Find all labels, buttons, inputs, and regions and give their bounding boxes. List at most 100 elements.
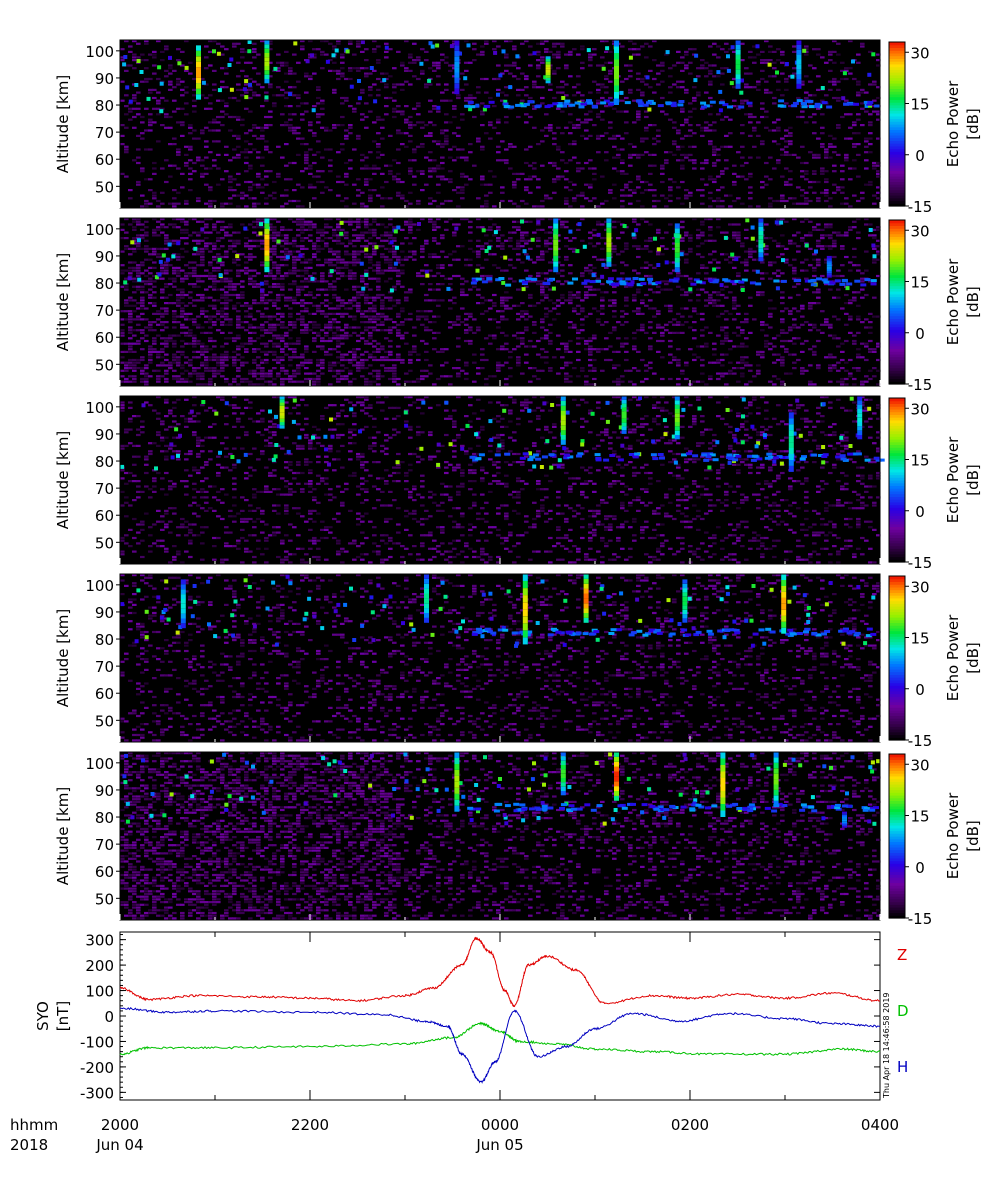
- noise-cell: [540, 285, 545, 288]
- noise-cell: [416, 377, 421, 381]
- noise-cell: [392, 239, 397, 242]
- noise-cell: [652, 199, 657, 203]
- noise-cell: [452, 302, 457, 305]
- noise-cell: [616, 148, 621, 151]
- noise-cell: [496, 64, 501, 67]
- layer-cell: [809, 105, 815, 109]
- noise-cell: [120, 48, 125, 51]
- noise-cell: [784, 77, 789, 81]
- noise-cell: [464, 361, 469, 364]
- noise-cell: [312, 223, 317, 226]
- noise-cell: [196, 159, 201, 162]
- noise-cell: [636, 115, 641, 119]
- noise-cell: [360, 312, 365, 315]
- noise-cell: [496, 151, 501, 154]
- noise-cell: [740, 145, 745, 148]
- noise-cell: [200, 250, 205, 253]
- noise-cell: [196, 299, 201, 302]
- noise-cell: [164, 380, 169, 383]
- noise-cell: [192, 231, 197, 234]
- noise-cell: [412, 124, 417, 127]
- noise-cell: [300, 321, 305, 324]
- noise-cell: [348, 299, 353, 302]
- echo-cell: [128, 99, 133, 104]
- noise-cell: [584, 113, 589, 116]
- noise-cell: [372, 356, 377, 359]
- noise-cell: [368, 223, 373, 226]
- noise-cell: [260, 134, 265, 137]
- noise-cell: [188, 261, 193, 264]
- noise-cell: [828, 69, 833, 72]
- noise-cell: [364, 126, 369, 129]
- noise-cell: [388, 231, 393, 234]
- noise-cell: [316, 307, 321, 310]
- noise-cell: [336, 223, 341, 226]
- echo-cell: [125, 85, 130, 90]
- noise-cell: [152, 56, 157, 59]
- noise-cell: [284, 299, 289, 302]
- noise-cell: [740, 42, 745, 45]
- noise-cell: [284, 91, 289, 94]
- noise-cell: [212, 372, 217, 375]
- noise-cell: [344, 99, 349, 102]
- noise-cell: [380, 172, 385, 175]
- layer-cell: [807, 99, 814, 103]
- noise-cell: [424, 342, 429, 345]
- noise-cell: [180, 247, 185, 250]
- noise-cell: [596, 151, 601, 154]
- noise-cell: [200, 261, 205, 264]
- noise-cell: [676, 132, 681, 135]
- noise-cell: [132, 261, 137, 264]
- noise-cell: [176, 107, 181, 110]
- noise-cell: [588, 186, 593, 189]
- noise-cell: [332, 91, 337, 94]
- noise-cell: [340, 315, 345, 318]
- echo-cell: [508, 85, 513, 90]
- noise-cell: [568, 113, 573, 116]
- noise-cell: [364, 358, 369, 362]
- noise-cell: [872, 83, 877, 86]
- event-cell: [614, 79, 619, 86]
- noise-cell: [304, 293, 309, 297]
- noise-cell: [232, 194, 237, 197]
- noise-cell: [172, 310, 177, 313]
- echo-cell: [305, 59, 310, 64]
- noise-cell: [380, 345, 385, 348]
- noise-cell: [380, 358, 385, 362]
- noise-cell: [388, 172, 393, 175]
- noise-cell: [716, 197, 721, 200]
- noise-cell: [784, 199, 789, 203]
- noise-cell: [560, 226, 565, 229]
- noise-cell: [140, 272, 145, 275]
- noise-cell: [160, 348, 165, 351]
- noise-cell: [132, 377, 137, 381]
- noise-cell: [180, 288, 185, 291]
- noise-cell: [272, 197, 277, 200]
- noise-cell: [180, 228, 185, 231]
- noise-cell: [408, 53, 413, 56]
- noise-cell: [268, 115, 273, 119]
- noise-cell: [228, 202, 233, 205]
- noise-cell: [392, 245, 397, 248]
- noise-cell: [556, 53, 561, 56]
- noise-cell: [268, 48, 273, 51]
- echo-cell: [293, 41, 298, 46]
- noise-cell: [568, 50, 573, 53]
- layer-cell: [709, 100, 716, 104]
- noise-cell: [344, 220, 349, 223]
- noise-cell: [140, 369, 145, 372]
- noise-cell: [408, 121, 413, 124]
- noise-cell: [744, 83, 749, 86]
- noise-cell: [176, 350, 181, 353]
- noise-cell: [356, 134, 361, 137]
- noise-cell: [508, 245, 513, 248]
- noise-cell: [184, 250, 189, 253]
- noise-cell: [780, 72, 785, 75]
- noise-cell: [412, 237, 417, 240]
- noise-cell: [332, 250, 337, 253]
- noise-cell: [352, 364, 357, 367]
- noise-cell: [352, 250, 357, 253]
- noise-cell: [352, 110, 357, 113]
- noise-cell: [148, 129, 153, 132]
- noise-cell: [360, 315, 365, 318]
